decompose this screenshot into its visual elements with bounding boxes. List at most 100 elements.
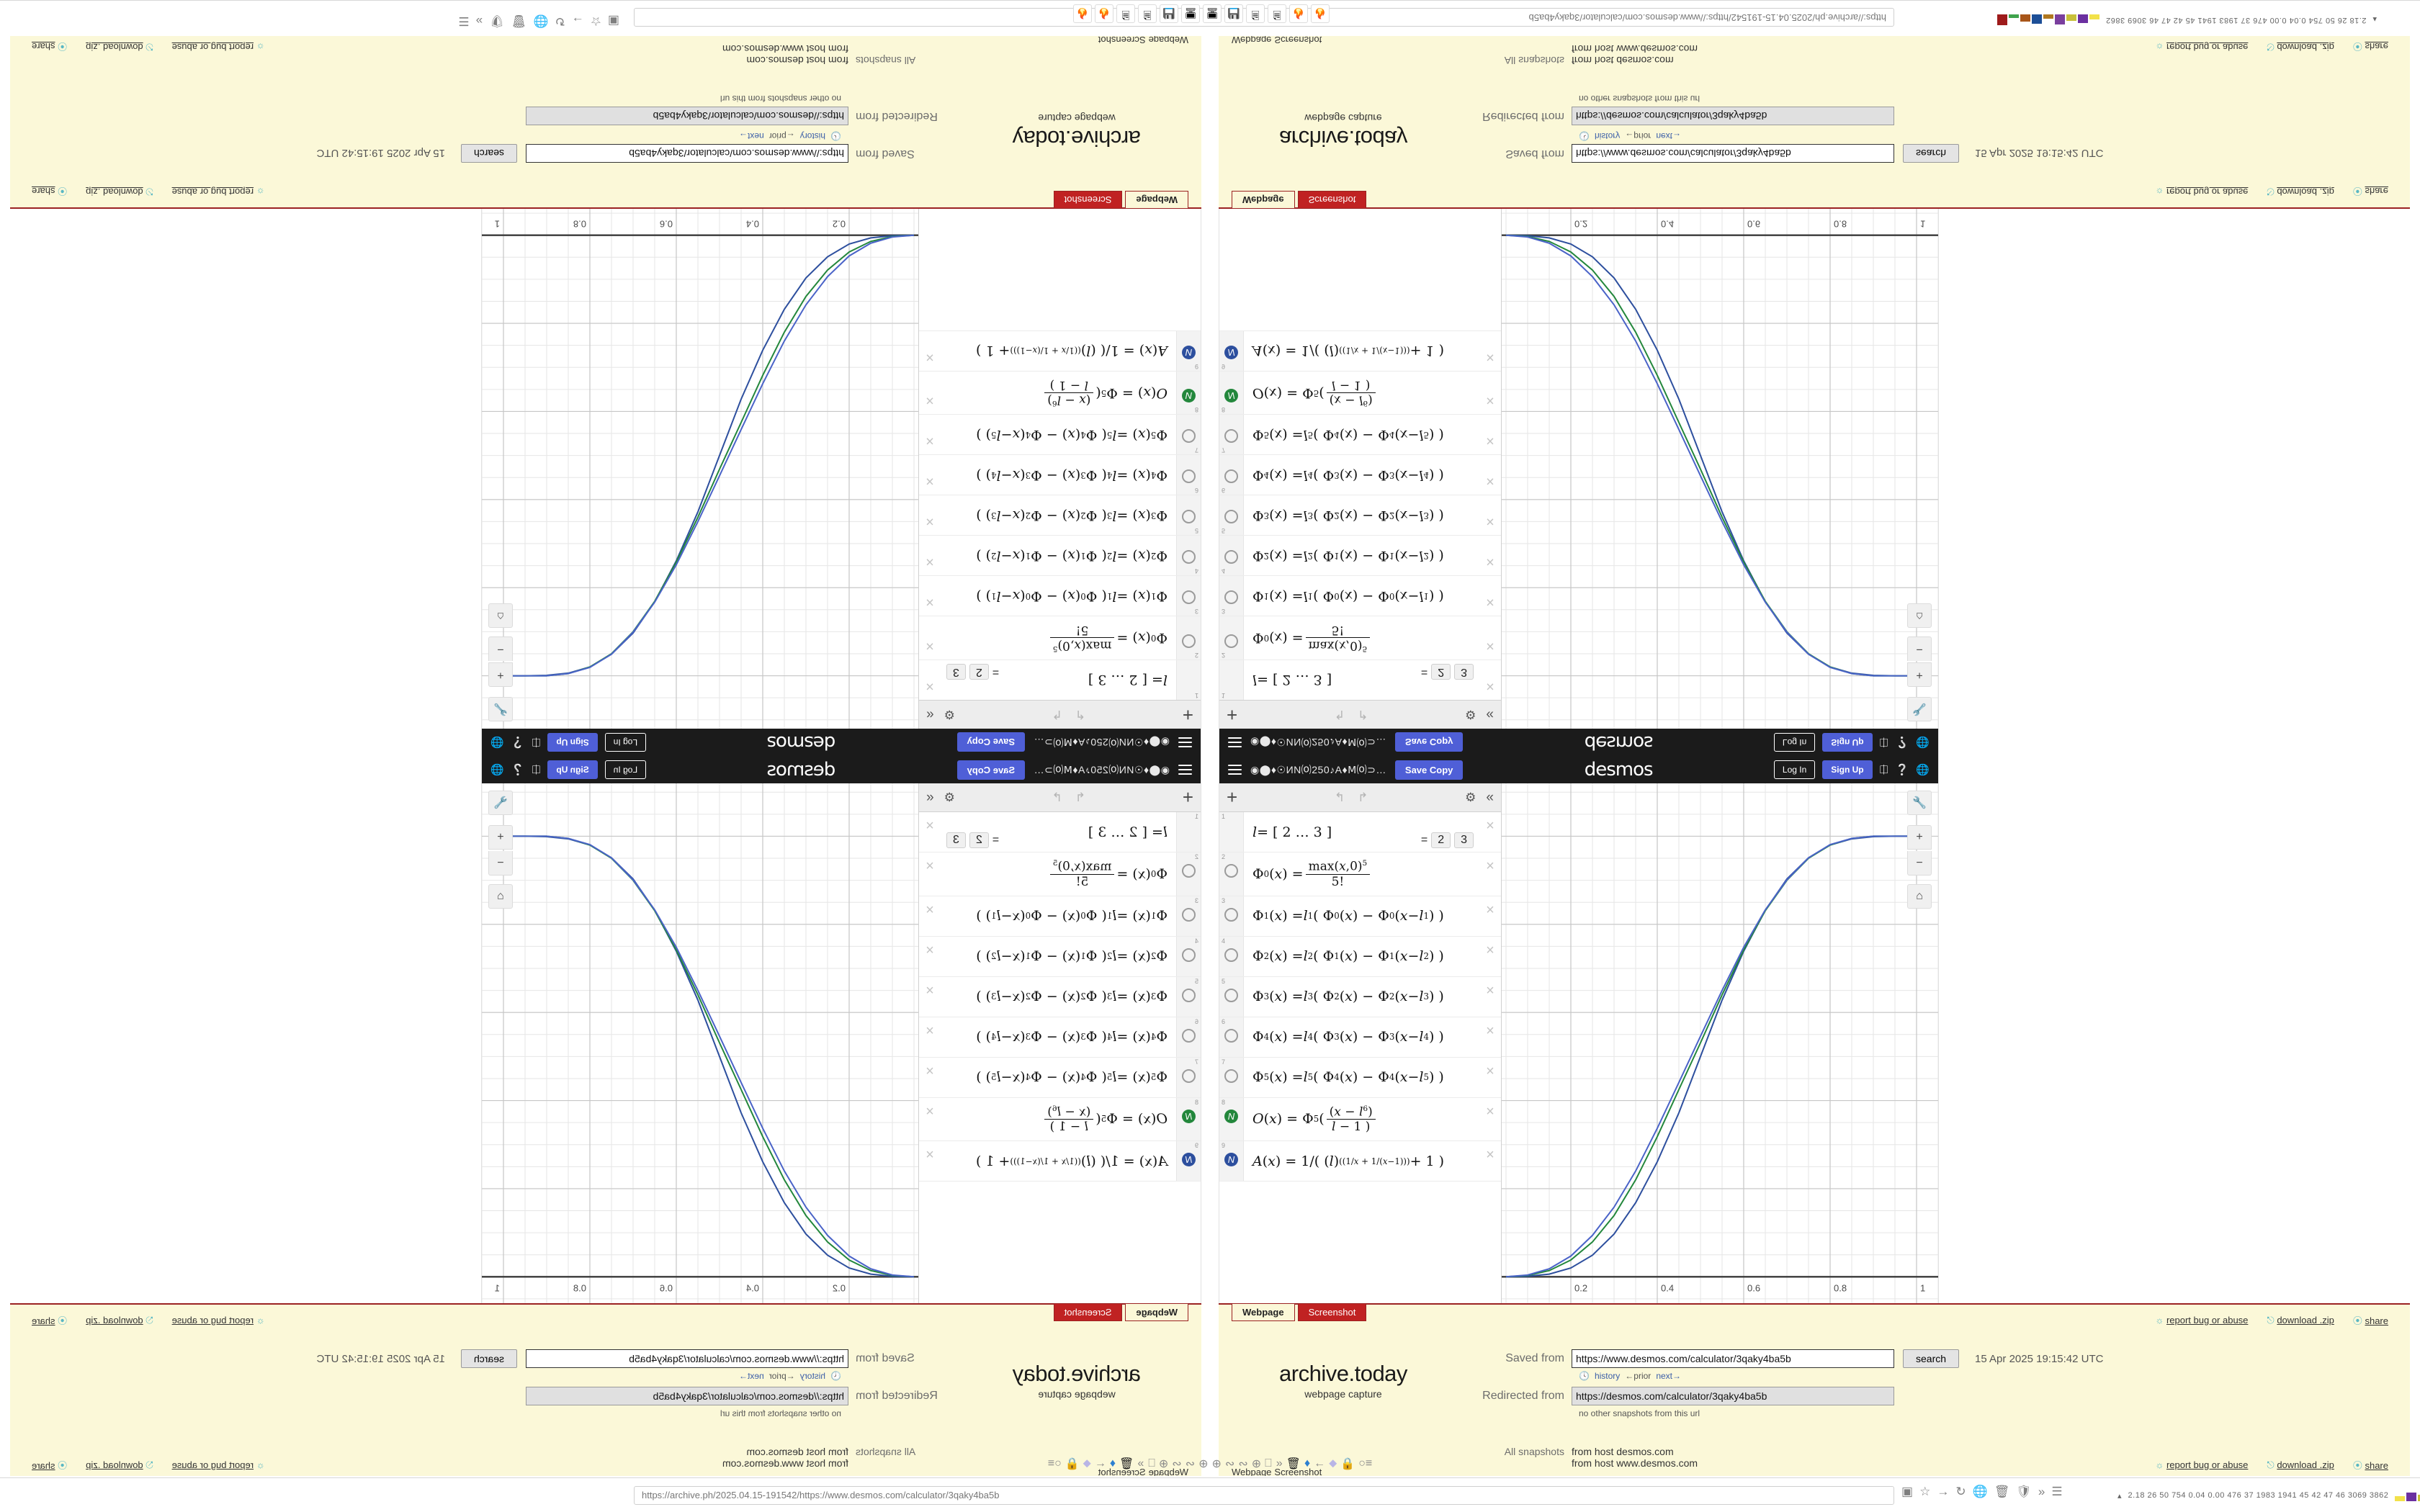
- arrow-left-icon[interactable]: ←: [1314, 1457, 1326, 1470]
- chevrons-left-icon[interactable]: «: [1486, 707, 1494, 723]
- gear-icon[interactable]: ⚙: [1465, 708, 1476, 722]
- tab-webpage[interactable]: Webpage: [1232, 1304, 1295, 1321]
- saved-from-input[interactable]: [526, 144, 848, 163]
- zoom-out-button[interactable]: −: [1907, 851, 1932, 876]
- shield-icon[interactable]: 🛡: [489, 14, 505, 28]
- redirected-from-input[interactable]: [526, 1387, 848, 1405]
- tab-screenshot[interactable]: Screenshot: [1053, 191, 1123, 208]
- expression-content[interactable]: Φ 0( x ) = max(x,0)5 5!: [941, 616, 1176, 660]
- hamburger-icon[interactable]: [1178, 734, 1192, 750]
- delete-expression-icon[interactable]: ×: [1486, 554, 1494, 570]
- expression-marker-5[interactable]: [1182, 988, 1196, 1002]
- graph-settings-group[interactable]: 🔧: [1907, 697, 1932, 721]
- translate-icon[interactable]: ▣: [1901, 1485, 1914, 1498]
- firefox-icon[interactable]: 🔥: [1095, 4, 1113, 23]
- save-copy-button[interactable]: Save Copy: [1394, 760, 1464, 780]
- report-link[interactable]: report bug or abuse: [2166, 1315, 2249, 1326]
- share-link[interactable]: share: [32, 1315, 55, 1326]
- history-link[interactable]: history: [1594, 1371, 1621, 1381]
- expression-marker-3[interactable]: [1182, 590, 1196, 605]
- prior-link[interactable]: ←prior: [768, 1371, 795, 1381]
- delete-expression-icon[interactable]: ×: [1486, 942, 1494, 958]
- gear-icon[interactable]: ⚙: [944, 708, 955, 722]
- expression-marker-3[interactable]: [1224, 907, 1238, 922]
- undo-redo-group[interactable]: ↰ ↱: [1335, 708, 1368, 722]
- archive-tools-bottom[interactable]: ☼ report bug or abuse ⎋ download .zip ⦿ …: [2155, 40, 2388, 54]
- expression-row[interactable]: 2 Φ 0( x ) = max(x,0)5 5! ×: [1219, 852, 1501, 896]
- reload-icon[interactable]: ↻: [1955, 1485, 1966, 1498]
- add-expression-button[interactable]: +: [1227, 786, 1238, 808]
- graph-settings-group[interactable]: 🔧: [1907, 791, 1932, 815]
- tab-screenshot[interactable]: Screenshot: [1053, 1304, 1123, 1321]
- delete-expression-icon[interactable]: ×: [926, 678, 934, 694]
- trash-icon[interactable]: 🗑: [511, 14, 527, 28]
- home-icon[interactable]: ⌂: [1907, 884, 1932, 909]
- firefox-icon[interactable]: 🔥: [1073, 4, 1092, 23]
- expression-marker-5[interactable]: [1224, 988, 1238, 1002]
- download-group[interactable]: ⎋ download .zip: [86, 186, 153, 198]
- expression-content[interactable]: Φ 0( x ) = max(x,0)5 5!: [1244, 616, 1479, 660]
- expression-marker-7[interactable]: [1182, 429, 1196, 444]
- download-group[interactable]: ⎋ download .zip: [86, 1315, 153, 1326]
- save-copy-button[interactable]: Save Copy: [956, 760, 1026, 780]
- delete-expression-icon[interactable]: ×: [926, 513, 934, 530]
- share-group-b[interactable]: ⦿ share: [2353, 40, 2388, 54]
- delete-expression-icon[interactable]: ×: [926, 392, 934, 409]
- history-link[interactable]: history: [1594, 131, 1621, 141]
- graph-panel[interactable]: 0.2 0.4 0.6 0.8 1 🔧 + − ⌂: [1502, 209, 1938, 729]
- expression-content[interactable]: A( x ) = 1/( (l) ((1/x + 1/(x−1))) + 1 ): [975, 343, 1168, 359]
- sliders-icon[interactable]: ≡○: [1047, 1457, 1062, 1470]
- reload-icon[interactable]: ↻: [555, 14, 565, 28]
- history-link[interactable]: history: [799, 1371, 826, 1381]
- graph-home-group[interactable]: ⌂: [1907, 603, 1932, 628]
- archive-tabs-top[interactable]: Webpage Screenshot: [1053, 191, 1188, 208]
- delete-expression-icon[interactable]: ×: [926, 818, 934, 834]
- download-link[interactable]: download .zip: [86, 186, 143, 198]
- zoom-in-button[interactable]: +: [488, 662, 513, 687]
- download-link[interactable]: download .zip: [86, 1314, 143, 1326]
- sign-up-button[interactable]: Sign Up: [547, 733, 598, 752]
- history-links[interactable]: 🕓 history ←prior next→: [1579, 131, 2104, 141]
- delete-expression-icon[interactable]: ×: [926, 554, 934, 570]
- download-link[interactable]: download .zip: [2277, 1459, 2334, 1470]
- notepad-icon[interactable]: 🗎: [1268, 4, 1286, 23]
- expression-marker-3[interactable]: [1182, 907, 1196, 922]
- download-group-b[interactable]: ⎋ download .zip: [2267, 1459, 2334, 1471]
- share-icon[interactable]: ⎅: [1879, 736, 1888, 749]
- expression-marker-4[interactable]: [1182, 948, 1196, 962]
- archive-tabs-top[interactable]: Webpage Screenshot: [1053, 1304, 1188, 1321]
- expression-row[interactable]: 8 O( x ) = Φ5( (x − l6)l − 1 ) ×: [919, 1097, 1201, 1142]
- expression-marker-2[interactable]: [1182, 634, 1196, 648]
- expression-marker-6[interactable]: [1224, 1028, 1238, 1043]
- redirected-from-input[interactable]: [1572, 1387, 1894, 1405]
- report-link[interactable]: report bug or abuse: [171, 42, 254, 53]
- bug-icon-group[interactable]: ☼ report bug or abuse: [172, 1315, 265, 1326]
- history-links[interactable]: 🕓 history ←prior next→: [1579, 1371, 2104, 1381]
- paren-icon[interactable]: ∾: [1224, 1458, 1235, 1470]
- menu-icon[interactable]: ☰: [458, 14, 470, 28]
- expression-marker-5[interactable]: [1182, 510, 1196, 524]
- share-group[interactable]: ⦿ share: [2353, 1313, 2388, 1327]
- share-icon[interactable]: ⎅: [532, 736, 541, 749]
- sign-up-button[interactable]: Sign Up: [1822, 733, 1873, 752]
- graph-panel[interactable]: 0.2 0.4 0.6 0.8 1 🔧 + − ⌂: [1502, 783, 1938, 1303]
- archive-tools-top[interactable]: ☼ report bug or abuse ⎋ download .zip ⦿ …: [2155, 1313, 2388, 1327]
- delete-expression-icon[interactable]: ×: [926, 858, 934, 874]
- wrench-icon[interactable]: 🔧: [1907, 697, 1932, 721]
- window-icon[interactable]: ⎕: [1265, 1457, 1272, 1470]
